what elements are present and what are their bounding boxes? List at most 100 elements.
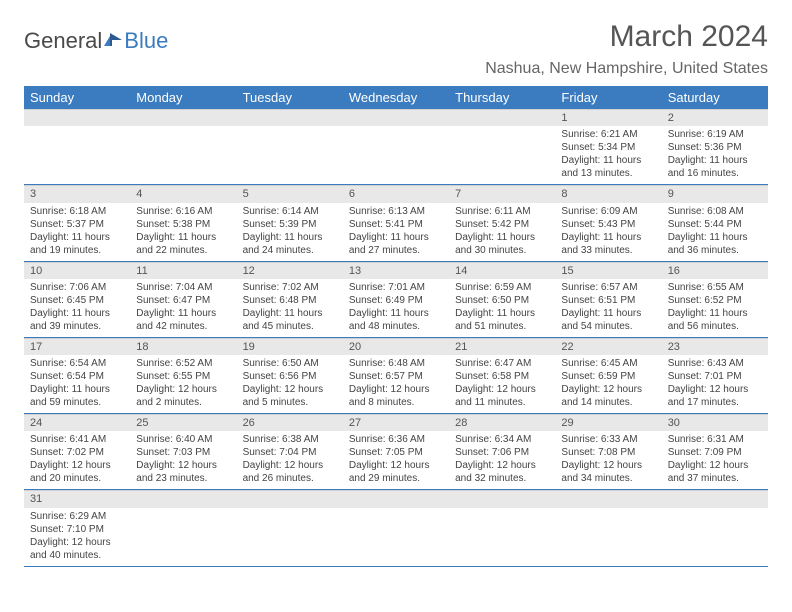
day-number: 12	[237, 262, 343, 279]
day-number: 18	[130, 338, 236, 355]
calendar-cell: 27Sunrise: 6:36 AMSunset: 7:05 PMDayligh…	[343, 414, 449, 490]
calendar-body: 1Sunrise: 6:21 AMSunset: 5:34 PMDaylight…	[24, 109, 768, 566]
calendar-week: 31Sunrise: 6:29 AMSunset: 7:10 PMDayligh…	[24, 490, 768, 566]
daylight-text: Daylight: 11 hours and 59 minutes.	[30, 383, 124, 409]
calendar-cell: 3Sunrise: 6:18 AMSunset: 5:37 PMDaylight…	[24, 185, 130, 261]
sunset-text: Sunset: 6:51 PM	[561, 294, 655, 307]
day-number	[24, 109, 130, 126]
sunset-text: Sunset: 6:52 PM	[668, 294, 762, 307]
calendar-cell: 23Sunrise: 6:43 AMSunset: 7:01 PMDayligh…	[662, 337, 768, 413]
calendar-cell	[343, 109, 449, 185]
day-content: Sunrise: 6:34 AMSunset: 7:06 PMDaylight:…	[449, 431, 555, 489]
calendar-cell: 10Sunrise: 7:06 AMSunset: 6:45 PMDayligh…	[24, 261, 130, 337]
sunset-text: Sunset: 5:43 PM	[561, 218, 655, 231]
day-content	[449, 126, 555, 176]
day-content	[237, 126, 343, 176]
sunset-text: Sunset: 6:49 PM	[349, 294, 443, 307]
day-number: 16	[662, 262, 768, 279]
sunrise-text: Sunrise: 6:18 AM	[30, 205, 124, 218]
calendar-cell	[662, 490, 768, 566]
day-content: Sunrise: 6:11 AMSunset: 5:42 PMDaylight:…	[449, 203, 555, 261]
daylight-text: Daylight: 11 hours and 45 minutes.	[243, 307, 337, 333]
calendar-week: 1Sunrise: 6:21 AMSunset: 5:34 PMDaylight…	[24, 109, 768, 185]
calendar-cell	[237, 109, 343, 185]
calendar-week: 24Sunrise: 6:41 AMSunset: 7:02 PMDayligh…	[24, 414, 768, 490]
calendar-cell: 13Sunrise: 7:01 AMSunset: 6:49 PMDayligh…	[343, 261, 449, 337]
calendar-cell: 28Sunrise: 6:34 AMSunset: 7:06 PMDayligh…	[449, 414, 555, 490]
sunset-text: Sunset: 5:42 PM	[455, 218, 549, 231]
day-number: 27	[343, 414, 449, 431]
sunrise-text: Sunrise: 6:13 AM	[349, 205, 443, 218]
day-number: 2	[662, 109, 768, 126]
sunset-text: Sunset: 5:41 PM	[349, 218, 443, 231]
sunset-text: Sunset: 7:08 PM	[561, 446, 655, 459]
day-content	[130, 126, 236, 176]
day-content: Sunrise: 6:21 AMSunset: 5:34 PMDaylight:…	[555, 126, 661, 184]
sunrise-text: Sunrise: 6:19 AM	[668, 128, 762, 141]
daylight-text: Daylight: 11 hours and 27 minutes.	[349, 231, 443, 257]
sunrise-text: Sunrise: 6:09 AM	[561, 205, 655, 218]
sunset-text: Sunset: 7:03 PM	[136, 446, 230, 459]
calendar-cell: 6 Sunrise: 6:13 AMSunset: 5:41 PMDaylight…	[343, 185, 449, 261]
calendar-cell: 25Sunrise: 6:40 AMSunset: 7:03 PMDayligh…	[130, 414, 236, 490]
calendar-table: SundayMondayTuesdayWednesdayThursdayFrid…	[24, 86, 768, 567]
location-label: Nashua, New Hampshire, United States	[24, 60, 768, 78]
sunrise-text: Sunrise: 6:50 AM	[243, 357, 337, 370]
sunset-text: Sunset: 5:44 PM	[668, 218, 762, 231]
day-content	[237, 508, 343, 558]
day-content: Sunrise: 6:59 AMSunset: 6:50 PMDaylight:…	[449, 279, 555, 337]
daylight-text: Daylight: 11 hours and 54 minutes.	[561, 307, 655, 333]
sunset-text: Sunset: 7:10 PM	[30, 523, 124, 536]
sunset-text: Sunset: 7:04 PM	[243, 446, 337, 459]
daylight-text: Daylight: 12 hours and 11 minutes.	[455, 383, 549, 409]
calendar-cell: 15Sunrise: 6:57 AMSunset: 6:51 PMDayligh…	[555, 261, 661, 337]
sunrise-text: Sunrise: 6:54 AM	[30, 357, 124, 370]
logo-text-2: Blue	[124, 28, 168, 54]
day-content	[343, 508, 449, 558]
sunset-text: Sunset: 7:01 PM	[668, 370, 762, 383]
day-number	[449, 109, 555, 126]
day-content: Sunrise: 6:09 AMSunset: 5:43 PMDaylight:…	[555, 203, 661, 261]
day-number: 4	[130, 185, 236, 202]
calendar-cell	[343, 490, 449, 566]
day-number: 21	[449, 338, 555, 355]
day-content: Sunrise: 6:16 AMSunset: 5:38 PMDaylight:…	[130, 203, 236, 261]
calendar-cell: 31Sunrise: 6:29 AMSunset: 7:10 PMDayligh…	[24, 490, 130, 566]
day-number: 9	[662, 185, 768, 202]
calendar-cell: 11Sunrise: 7:04 AMSunset: 6:47 PMDayligh…	[130, 261, 236, 337]
day-number: 11	[130, 262, 236, 279]
day-number	[343, 109, 449, 126]
daylight-text: Daylight: 11 hours and 36 minutes.	[668, 231, 762, 257]
day-content: Sunrise: 6:45 AMSunset: 6:59 PMDaylight:…	[555, 355, 661, 413]
sunrise-text: Sunrise: 6:43 AM	[668, 357, 762, 370]
daylight-text: Daylight: 12 hours and 23 minutes.	[136, 459, 230, 485]
sunset-text: Sunset: 5:38 PM	[136, 218, 230, 231]
day-content: Sunrise: 7:06 AMSunset: 6:45 PMDaylight:…	[24, 279, 130, 337]
calendar-cell: 29Sunrise: 6:33 AMSunset: 7:08 PMDayligh…	[555, 414, 661, 490]
day-number: 8	[555, 185, 661, 202]
daylight-text: Daylight: 12 hours and 17 minutes.	[668, 383, 762, 409]
sunset-text: Sunset: 7:06 PM	[455, 446, 549, 459]
day-content: Sunrise: 6:41 AMSunset: 7:02 PMDaylight:…	[24, 431, 130, 489]
day-content: Sunrise: 6:57 AMSunset: 6:51 PMDaylight:…	[555, 279, 661, 337]
sunset-text: Sunset: 7:09 PM	[668, 446, 762, 459]
calendar-cell	[130, 109, 236, 185]
daylight-text: Daylight: 11 hours and 51 minutes.	[455, 307, 549, 333]
calendar-week: 3Sunrise: 6:18 AMSunset: 5:37 PMDaylight…	[24, 185, 768, 261]
logo: General Blue	[24, 26, 168, 56]
calendar-cell: 16Sunrise: 6:55 AMSunset: 6:52 PMDayligh…	[662, 261, 768, 337]
day-number	[449, 490, 555, 507]
day-content: Sunrise: 6:18 AMSunset: 5:37 PMDaylight:…	[24, 203, 130, 261]
calendar-cell: 19Sunrise: 6:50 AMSunset: 6:56 PMDayligh…	[237, 337, 343, 413]
calendar-cell: 20Sunrise: 6:48 AMSunset: 6:57 PMDayligh…	[343, 337, 449, 413]
sunset-text: Sunset: 6:45 PM	[30, 294, 124, 307]
sunrise-text: Sunrise: 6:11 AM	[455, 205, 549, 218]
sunrise-text: Sunrise: 6:45 AM	[561, 357, 655, 370]
sunset-text: Sunset: 5:39 PM	[243, 218, 337, 231]
calendar-cell	[555, 490, 661, 566]
daylight-text: Daylight: 12 hours and 2 minutes.	[136, 383, 230, 409]
daylight-text: Daylight: 11 hours and 13 minutes.	[561, 154, 655, 180]
day-number: 6	[343, 185, 449, 202]
day-header: Saturday	[662, 86, 768, 109]
day-content	[130, 508, 236, 558]
